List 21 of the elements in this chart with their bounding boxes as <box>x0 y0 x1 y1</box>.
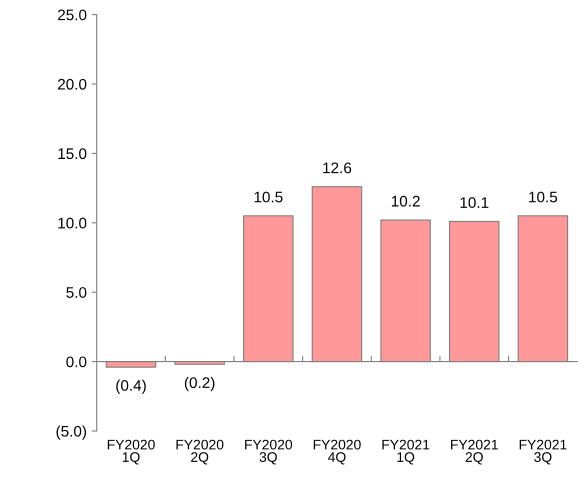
x-tick-label: FY2020 1Q <box>108 440 155 464</box>
x-tick-label: FY2020 3Q <box>245 440 292 464</box>
y-tick-label: 25.0 <box>58 9 86 20</box>
data-label: 10.5 <box>254 192 283 202</box>
data-label: 10.1 <box>460 197 488 208</box>
y-tick-label: 10.0 <box>58 218 86 228</box>
data-label: (0.2) <box>184 376 214 392</box>
data-label: 10.5 <box>529 192 558 202</box>
y-tick-label: (5.0) <box>56 425 86 440</box>
x-tick-label: FY2021 2Q <box>451 440 498 464</box>
y-tick-label: 5.0 <box>66 287 86 298</box>
data-label: 12.6 <box>323 162 352 174</box>
y-tick-label: 20.0 <box>58 78 86 90</box>
data-label: (0.4) <box>116 380 146 394</box>
y-tick-label: 0.0 <box>66 356 86 368</box>
data-label: 10.2 <box>392 196 420 207</box>
x-tick-label: FY2021 3Q <box>520 440 567 464</box>
y-tick-label: 15.0 <box>58 148 86 160</box>
x-tick-label: FY2020 4Q <box>314 440 361 464</box>
x-tick-label: FY2021 1Q <box>382 440 430 464</box>
x-tick-label: FY2020 2Q <box>176 440 224 464</box>
